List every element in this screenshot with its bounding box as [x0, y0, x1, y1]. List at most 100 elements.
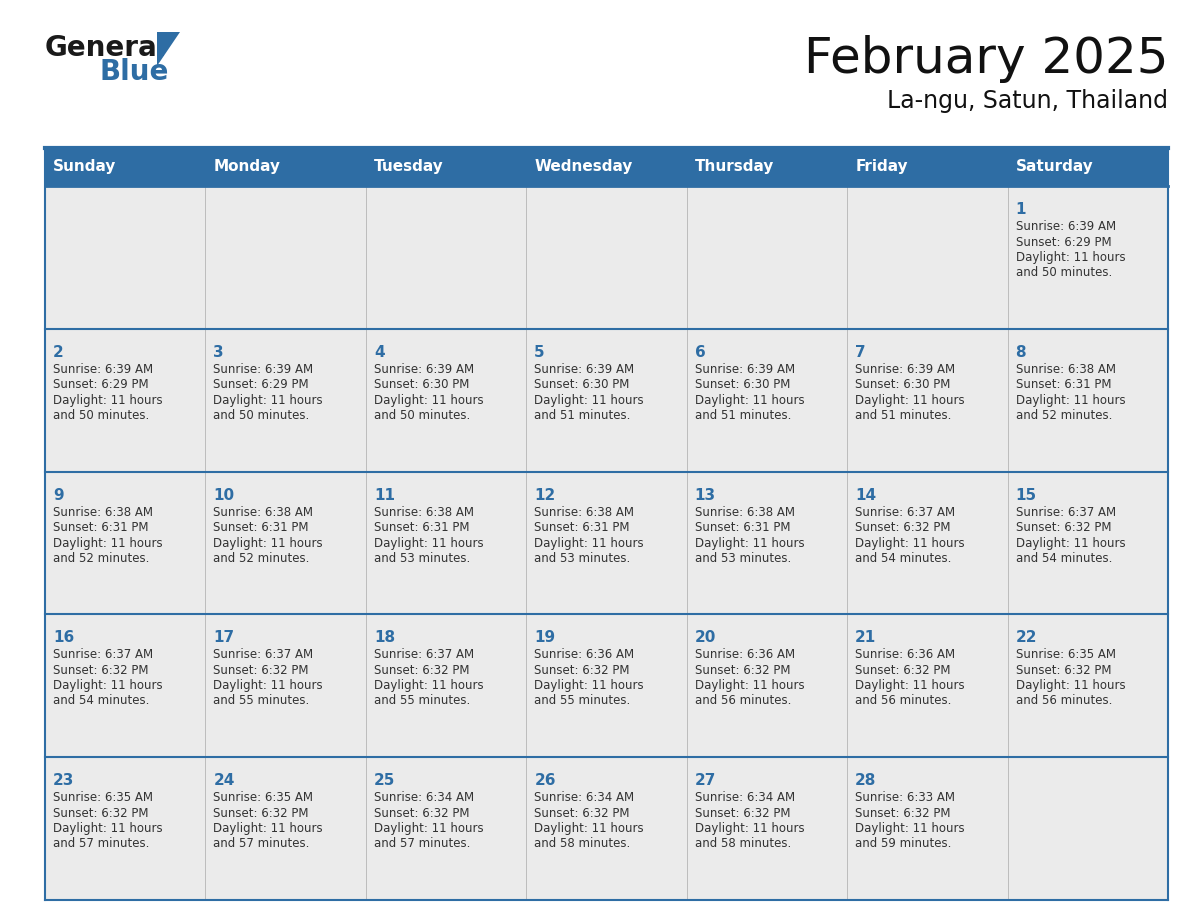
Text: Sunset: 6:32 PM: Sunset: 6:32 PM — [1016, 664, 1111, 677]
Bar — [1007, 186, 1168, 329]
Bar — [687, 186, 847, 329]
Text: 18: 18 — [374, 631, 394, 645]
Bar — [847, 186, 1007, 329]
Bar — [45, 186, 206, 329]
Bar — [45, 614, 206, 757]
Text: Daylight: 11 hours
and 52 minutes.: Daylight: 11 hours and 52 minutes. — [53, 537, 163, 565]
Bar — [45, 757, 206, 900]
Text: Sunrise: 6:37 AM: Sunrise: 6:37 AM — [855, 506, 955, 519]
Bar — [687, 472, 847, 614]
Text: Sunrise: 6:34 AM: Sunrise: 6:34 AM — [695, 791, 795, 804]
Text: 3: 3 — [214, 345, 225, 360]
Bar — [526, 757, 687, 900]
Text: Sunset: 6:29 PM: Sunset: 6:29 PM — [1016, 236, 1111, 249]
Text: Daylight: 11 hours
and 50 minutes.: Daylight: 11 hours and 50 minutes. — [214, 394, 323, 421]
Text: February 2025: February 2025 — [803, 35, 1168, 83]
Bar — [687, 614, 847, 757]
Text: Sunrise: 6:34 AM: Sunrise: 6:34 AM — [535, 791, 634, 804]
Bar — [847, 472, 1007, 614]
Text: Daylight: 11 hours
and 53 minutes.: Daylight: 11 hours and 53 minutes. — [374, 537, 484, 565]
Text: Daylight: 11 hours
and 52 minutes.: Daylight: 11 hours and 52 minutes. — [214, 537, 323, 565]
Text: Sunset: 6:31 PM: Sunset: 6:31 PM — [535, 521, 630, 534]
Text: Sunset: 6:32 PM: Sunset: 6:32 PM — [53, 664, 148, 677]
Text: Saturday: Saturday — [1016, 160, 1093, 174]
Text: Sunset: 6:31 PM: Sunset: 6:31 PM — [695, 521, 790, 534]
Text: Daylight: 11 hours
and 53 minutes.: Daylight: 11 hours and 53 minutes. — [535, 537, 644, 565]
Text: 16: 16 — [53, 631, 74, 645]
Text: Sunset: 6:32 PM: Sunset: 6:32 PM — [855, 521, 950, 534]
Text: 7: 7 — [855, 345, 866, 360]
Text: 23: 23 — [53, 773, 75, 789]
Text: Sunset: 6:32 PM: Sunset: 6:32 PM — [695, 664, 790, 677]
Text: Sunrise: 6:37 AM: Sunrise: 6:37 AM — [53, 648, 153, 661]
Text: Sunset: 6:31 PM: Sunset: 6:31 PM — [53, 521, 148, 534]
Text: 27: 27 — [695, 773, 716, 789]
Bar — [1007, 614, 1168, 757]
Text: Sunrise: 6:35 AM: Sunrise: 6:35 AM — [214, 791, 314, 804]
Text: Daylight: 11 hours
and 55 minutes.: Daylight: 11 hours and 55 minutes. — [535, 679, 644, 708]
Text: Sunset: 6:32 PM: Sunset: 6:32 PM — [374, 807, 469, 820]
Text: 14: 14 — [855, 487, 877, 502]
Bar — [1007, 472, 1168, 614]
Text: Sunset: 6:32 PM: Sunset: 6:32 PM — [695, 807, 790, 820]
Text: Daylight: 11 hours
and 58 minutes.: Daylight: 11 hours and 58 minutes. — [695, 823, 804, 850]
Text: Daylight: 11 hours
and 59 minutes.: Daylight: 11 hours and 59 minutes. — [855, 823, 965, 850]
Text: 2: 2 — [53, 345, 64, 360]
Text: Sunrise: 6:38 AM: Sunrise: 6:38 AM — [374, 506, 474, 519]
Text: Sunrise: 6:33 AM: Sunrise: 6:33 AM — [855, 791, 955, 804]
Bar — [687, 329, 847, 472]
Text: Sunset: 6:29 PM: Sunset: 6:29 PM — [214, 378, 309, 391]
Text: Sunset: 6:31 PM: Sunset: 6:31 PM — [374, 521, 469, 534]
Text: Sunset: 6:32 PM: Sunset: 6:32 PM — [535, 664, 630, 677]
Text: Sunset: 6:31 PM: Sunset: 6:31 PM — [1016, 378, 1111, 391]
Bar — [45, 472, 206, 614]
Polygon shape — [157, 32, 181, 66]
Text: Sunrise: 6:38 AM: Sunrise: 6:38 AM — [695, 506, 795, 519]
Text: Sunrise: 6:39 AM: Sunrise: 6:39 AM — [535, 363, 634, 375]
Bar — [687, 757, 847, 900]
Text: Friday: Friday — [855, 160, 908, 174]
Text: Sunrise: 6:38 AM: Sunrise: 6:38 AM — [53, 506, 153, 519]
Text: Daylight: 11 hours
and 51 minutes.: Daylight: 11 hours and 51 minutes. — [695, 394, 804, 421]
Text: 1: 1 — [1016, 202, 1026, 217]
Bar — [206, 329, 366, 472]
Text: Daylight: 11 hours
and 55 minutes.: Daylight: 11 hours and 55 minutes. — [214, 679, 323, 708]
Text: Sunrise: 6:36 AM: Sunrise: 6:36 AM — [855, 648, 955, 661]
Text: Sunrise: 6:39 AM: Sunrise: 6:39 AM — [53, 363, 153, 375]
Text: La-ngu, Satun, Thailand: La-ngu, Satun, Thailand — [887, 89, 1168, 113]
Text: 11: 11 — [374, 487, 394, 502]
Text: Daylight: 11 hours
and 54 minutes.: Daylight: 11 hours and 54 minutes. — [1016, 537, 1125, 565]
Bar — [847, 757, 1007, 900]
Text: Sunset: 6:30 PM: Sunset: 6:30 PM — [695, 378, 790, 391]
Text: Sunset: 6:32 PM: Sunset: 6:32 PM — [855, 807, 950, 820]
Text: Sunrise: 6:35 AM: Sunrise: 6:35 AM — [53, 791, 153, 804]
Text: 24: 24 — [214, 773, 235, 789]
Text: Daylight: 11 hours
and 55 minutes.: Daylight: 11 hours and 55 minutes. — [374, 679, 484, 708]
Text: Sunset: 6:32 PM: Sunset: 6:32 PM — [535, 807, 630, 820]
Text: Sunset: 6:30 PM: Sunset: 6:30 PM — [855, 378, 950, 391]
Text: Daylight: 11 hours
and 56 minutes.: Daylight: 11 hours and 56 minutes. — [695, 679, 804, 708]
Text: 19: 19 — [535, 631, 556, 645]
Text: 20: 20 — [695, 631, 716, 645]
Text: Sunrise: 6:38 AM: Sunrise: 6:38 AM — [535, 506, 634, 519]
Text: Daylight: 11 hours
and 53 minutes.: Daylight: 11 hours and 53 minutes. — [695, 537, 804, 565]
Text: 22: 22 — [1016, 631, 1037, 645]
Text: Daylight: 11 hours
and 50 minutes.: Daylight: 11 hours and 50 minutes. — [1016, 251, 1125, 279]
Text: Sunset: 6:32 PM: Sunset: 6:32 PM — [1016, 521, 1111, 534]
Text: 17: 17 — [214, 631, 234, 645]
Bar — [45, 329, 206, 472]
Text: 15: 15 — [1016, 487, 1037, 502]
Text: Tuesday: Tuesday — [374, 160, 443, 174]
Text: 13: 13 — [695, 487, 716, 502]
Text: General: General — [45, 34, 168, 62]
Text: Sunrise: 6:39 AM: Sunrise: 6:39 AM — [1016, 220, 1116, 233]
Bar — [366, 472, 526, 614]
Text: 9: 9 — [53, 487, 64, 502]
Text: Sunrise: 6:35 AM: Sunrise: 6:35 AM — [1016, 648, 1116, 661]
Text: Sunset: 6:29 PM: Sunset: 6:29 PM — [53, 378, 148, 391]
Text: Thursday: Thursday — [695, 160, 775, 174]
Bar — [847, 329, 1007, 472]
Text: Wednesday: Wednesday — [535, 160, 633, 174]
Bar — [526, 472, 687, 614]
Text: Monday: Monday — [214, 160, 280, 174]
